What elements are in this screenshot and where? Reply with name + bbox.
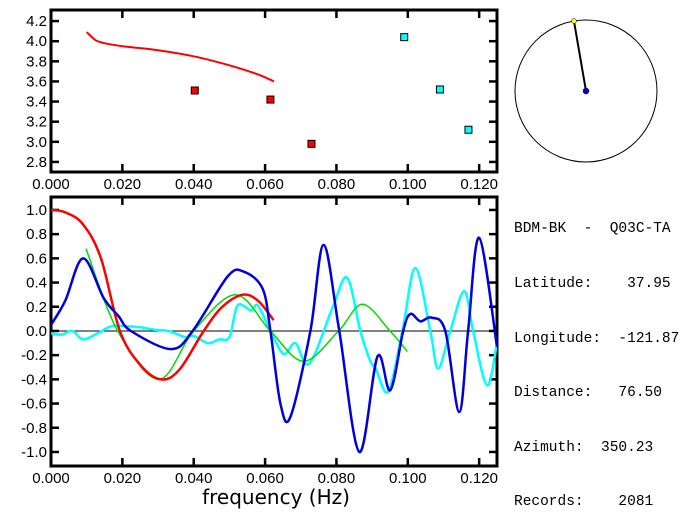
y-tick-label: 0.0 (26, 323, 47, 340)
velocity-point (307, 139, 316, 148)
compass-circle (514, 19, 658, 163)
x-tick-label: 0.080 (318, 176, 356, 193)
azimuth-line: Azimuth: 350.23 (514, 439, 654, 456)
chart: 0.000 0.020 0.040 0.060 0.080 0.100 0.120 2.8 3.… (21, 8, 658, 509)
y-tick-label: 4.2 (26, 13, 47, 30)
y-tick-label: 3.4 (26, 94, 47, 111)
correlation-plot: 0.000 0.020 0.040 0.060 0.080 0.100 0.120 -1.0 -… (21, 195, 499, 487)
y-tick-label: 0.4 (26, 275, 47, 292)
y-tick-label: 4.0 (26, 33, 47, 50)
x-tick-label: 0.120 (460, 470, 498, 487)
y-tick-label: 3.2 (26, 114, 47, 131)
velocity-point (400, 33, 409, 42)
plot-frame (49, 8, 499, 174)
series-line-2 (85, 248, 408, 381)
velocity-point (266, 95, 275, 104)
x-tick-label: 0.060 (246, 176, 284, 193)
y-tick-label: 0.8 (26, 226, 47, 243)
azimuth-tip (571, 18, 577, 24)
y-tick-label: 2.8 (26, 154, 47, 171)
station-info: BDM-BK - Q03C-TA Latitude: 37.95 Longitu… (514, 184, 679, 530)
y-tick-label: 1.0 (26, 202, 47, 219)
x-tick-label: 0.000 (32, 470, 70, 487)
azimuth-compass (514, 18, 658, 163)
y-tick-label: -0.4 (21, 371, 47, 388)
y-tick-label: 3.0 (26, 134, 47, 151)
x-tick-label: 0.100 (389, 470, 427, 487)
velocity-point (464, 125, 473, 134)
x-tick-label: 0.120 (460, 176, 498, 193)
y-tick-label: 3.6 (26, 73, 47, 90)
x-tick-label: 0.020 (104, 470, 142, 487)
latitude-line: Latitude: 37.95 (514, 276, 671, 292)
y-tick-label: -0.6 (21, 396, 47, 413)
x-tick-label: 0.100 (389, 176, 427, 193)
distance-line: Distance: 76.50 (514, 385, 662, 402)
azimuth-needle (572, 20, 587, 92)
velocity-plot: 0.000 0.020 0.040 0.060 0.080 0.100 0.120 2.8 3.… (26, 8, 499, 193)
x-tick-label: 0.080 (318, 470, 356, 487)
dispersion-curve (86, 31, 275, 83)
y-tick-label: 0.6 (26, 250, 47, 267)
x-tick-label: 0.020 (104, 176, 142, 193)
x-tick-label: 0.040 (175, 176, 213, 193)
series-line-3 (51, 208, 275, 381)
compass-center (582, 87, 590, 95)
y-tick-label: -0.2 (21, 347, 47, 364)
records-line: Records: 2081 (514, 494, 654, 511)
station-pair-title: BDM-BK - Q03C-TA (514, 221, 671, 238)
velocity-point (190, 86, 199, 95)
y-tick-label: 3.8 (26, 53, 47, 70)
velocity-point (435, 85, 444, 94)
longitude-line: Longitude: -121.87 (514, 330, 680, 347)
y-tick-label: -0.8 (21, 420, 47, 437)
y-tick-label: -1.0 (21, 444, 47, 461)
x-axis-label: frequency (Hz) (202, 485, 350, 509)
x-tick-label: 0.060 (246, 470, 284, 487)
y-tick-label: 0.2 (26, 299, 47, 316)
x-tick-label: 0.000 (32, 176, 70, 193)
series-line-4 (51, 236, 497, 454)
x-tick-label: 0.040 (175, 470, 213, 487)
